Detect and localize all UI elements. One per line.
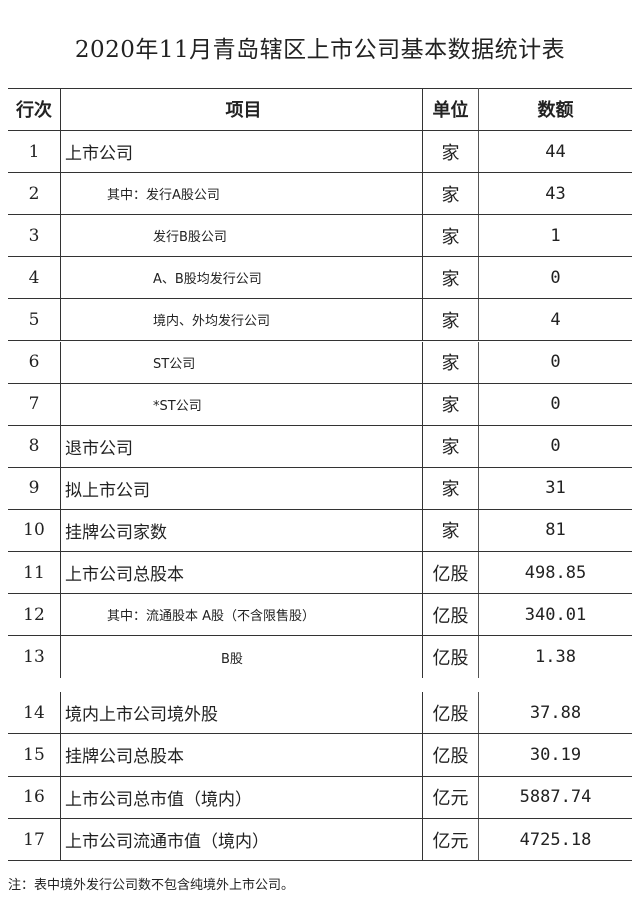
row-value: 4 [478,299,632,341]
row-item: 其中：流通股本 A股（不含限售股） [60,594,422,636]
row-item: 退市公司 [60,425,422,467]
row-unit: 家 [422,299,478,341]
page-title: 2020年11月青岛辖区上市公司基本数据统计表 [74,37,566,63]
row-value: 37.88 [478,692,632,734]
row-number: 4 [28,267,40,288]
row-item: ST公司 [60,341,422,383]
row-number: 9 [28,478,40,499]
row-unit: 家 [422,257,478,299]
table-row: 16 上市公司总市值（境内） 亿元 5887.74 [8,776,632,819]
row-item: 境内上市公司境外股 [60,692,422,734]
row-value: 5887.74 [478,776,632,818]
row-item: 上市公司总市值（境内） [60,776,422,818]
row-value: 0 [478,341,632,383]
row-number: 5 [28,309,40,330]
row-item: 发行B股公司 [60,215,422,257]
row-number: 7 [28,394,40,415]
row-number: 2 [28,183,40,204]
row-unit: 家 [422,467,478,509]
row-value: 1.38 [478,636,632,679]
row-number: 3 [28,225,40,246]
row-unit: 家 [422,383,478,425]
table-row: 6 ST公司 家 0 [8,341,632,384]
row-value: 43 [478,173,632,215]
row-value: 30.19 [478,734,632,776]
row-number: 12 [23,604,45,625]
row-value: 0 [478,425,632,467]
table-row: 7 *ST公司 家 0 [8,383,632,426]
row-item: 其中：发行A股公司 [60,173,422,215]
table-row: 14 境内上市公司境外股 亿股 37.88 [8,692,632,735]
table-row: 4 A、B股均发行公司 家 0 [8,257,632,300]
row-item: 挂牌公司家数 [60,509,422,551]
table-top-border [8,88,632,89]
row-item: 上市公司总股本 [60,552,422,594]
header-unit: 单位 [422,88,478,130]
row-number: 11 [23,562,45,583]
table-row: 3 发行B股公司 家 1 [8,215,632,258]
row-value: 44 [478,131,632,173]
row-unit: 家 [422,509,478,551]
row-unit: 家 [422,215,478,257]
row-number: 17 [23,829,45,850]
row-unit: 家 [422,131,478,173]
row-unit: 家 [422,341,478,383]
row-number: 10 [23,520,45,541]
row-value: 81 [478,509,632,551]
table-row: 10 挂牌公司家数 家 81 [8,509,632,552]
row-value: 1 [478,215,632,257]
row-number: 15 [23,744,45,765]
row-unit: 家 [422,425,478,467]
table-row: 2 其中：发行A股公司 家 43 [8,173,632,216]
row-unit: 家 [422,173,478,215]
row-item: A、B股均发行公司 [60,257,422,299]
row-value: 340.01 [478,594,632,636]
row-unit: 亿股 [422,734,478,776]
row-value: 0 [478,383,632,425]
header-item: 项目 [60,88,422,130]
table-header: 行次 项目 单位 数额 [8,88,632,131]
footnote: 注：表中境外发行公司数不包含纯境外上市公司。 [8,878,295,893]
row-unit: 亿股 [422,636,478,679]
table-row: 12 其中：流通股本 A股（不含限售股） 亿股 340.01 [8,594,632,637]
row-value: 498.85 [478,552,632,594]
row-unit: 亿元 [422,818,478,861]
row-number: 8 [28,436,40,457]
row-number: 6 [28,352,40,373]
header-row-no: 行次 [16,100,52,121]
table-row: 15 挂牌公司总股本 亿股 30.19 [8,734,632,777]
row-value: 0 [478,257,632,299]
table-row: 13 B股 亿股 1.38 [8,636,632,679]
table-row: 9 拟上市公司 家 31 [8,467,632,510]
row-item: 境内、外均发行公司 [60,299,422,341]
row-item: B股 [60,636,422,679]
row-item: *ST公司 [60,383,422,425]
row-unit: 亿股 [422,552,478,594]
row-item: 挂牌公司总股本 [60,734,422,776]
table-row: 11 上市公司总股本 亿股 498.85 [8,552,632,595]
row-unit: 亿股 [422,692,478,734]
row-item: 拟上市公司 [60,467,422,509]
row-item: 上市公司流通市值（境内） [60,818,422,861]
table-row: 1 上市公司 家 44 [8,131,632,174]
row-value: 4725.18 [478,818,632,861]
row-number: 16 [23,787,45,808]
row-value: 31 [478,467,632,509]
row-unit: 亿元 [422,776,478,818]
row-item: 上市公司 [60,131,422,173]
row-number: 13 [23,647,45,668]
row-unit: 亿股 [422,594,478,636]
header-value: 数额 [478,88,632,130]
row-number: 1 [28,141,40,162]
table-row: 8 退市公司 家 0 [8,425,632,468]
row-number: 14 [23,702,45,723]
table-row: 5 境内、外均发行公司 家 4 [8,299,632,342]
table-row: 17 上市公司流通市值（境内） 亿元 4725.18 [8,818,632,862]
